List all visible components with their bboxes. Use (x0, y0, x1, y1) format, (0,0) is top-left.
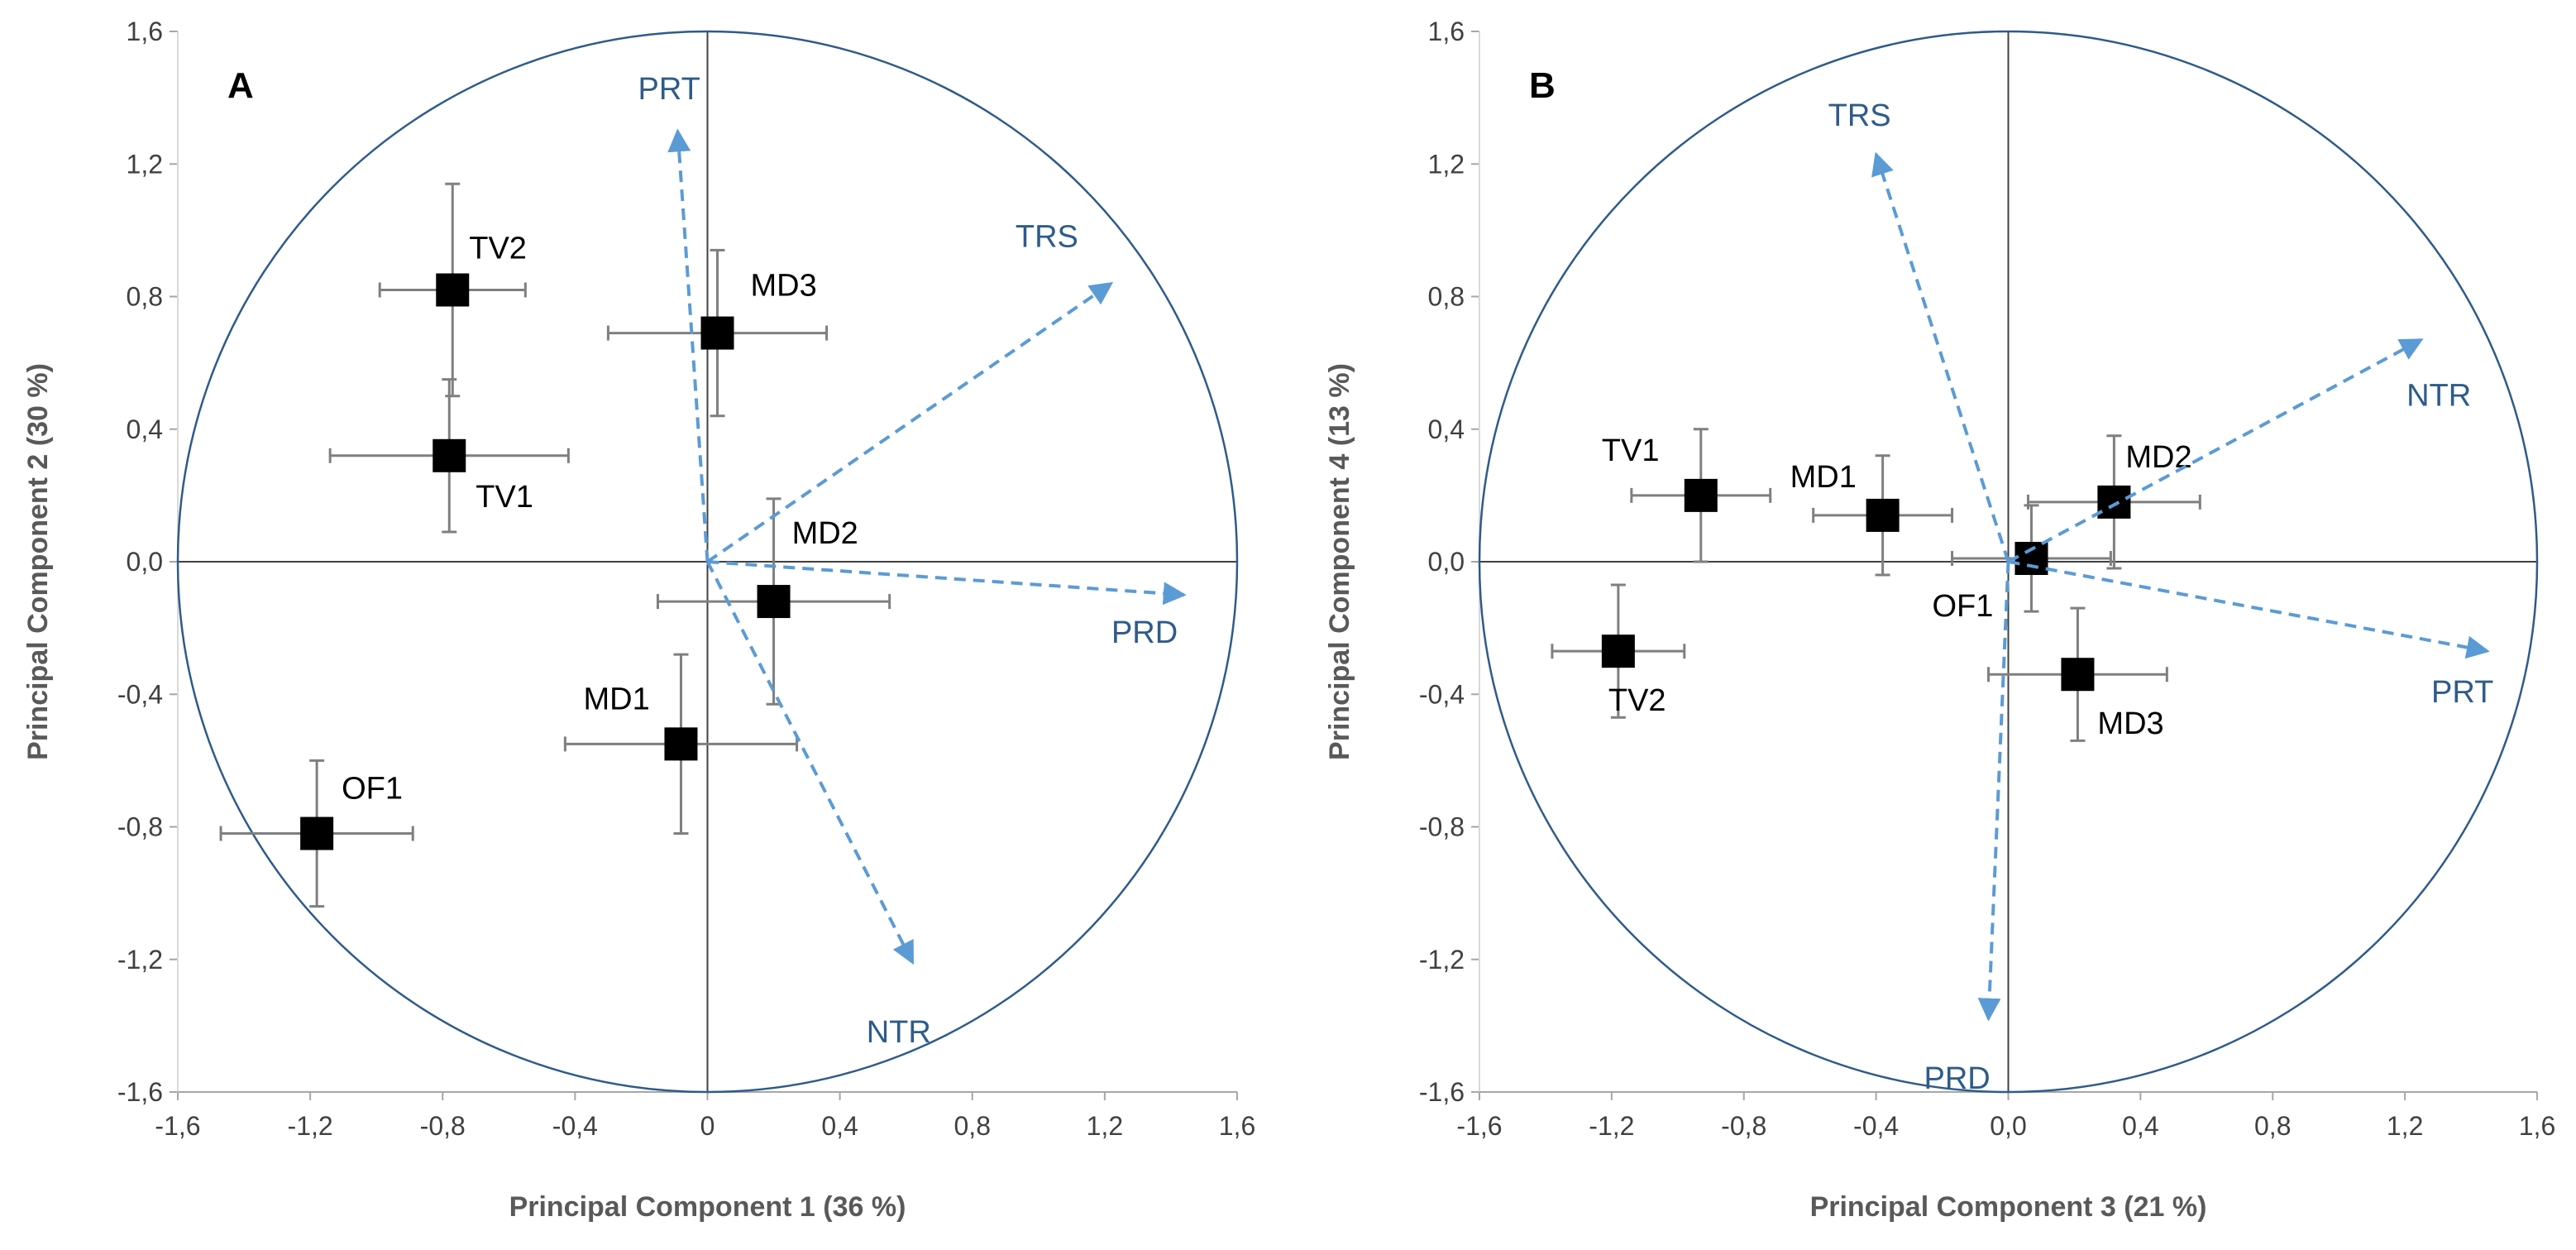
loading-vector-label: NTR (2406, 379, 2471, 414)
data-point-marker (2014, 541, 2048, 575)
y-tick-label: 0,4 (127, 414, 163, 444)
x-tick-label: -0,4 (552, 1111, 598, 1141)
y-tick-label: -1,6 (117, 1077, 163, 1107)
x-axis-title: Principal Component 1 (36 %) (509, 1191, 906, 1223)
data-point-marker (436, 273, 470, 307)
data-point-marker (1684, 478, 1718, 512)
data-point-label: TV2 (1608, 683, 1666, 718)
data-point-label: TV1 (1602, 433, 1660, 468)
x-tick-label: -0,4 (1853, 1111, 1899, 1141)
x-tick-label: -0,8 (420, 1111, 466, 1141)
x-tick-label: -0,8 (1721, 1111, 1766, 1141)
y-tick-label: 0,0 (127, 547, 163, 577)
data-point-marker (433, 438, 466, 472)
loading-vector-label: NTR (867, 1015, 931, 1050)
correlation-circle (176, 30, 1239, 1094)
y-axis-title: Principal Component 4 (13 %) (1324, 363, 1355, 760)
x-tick-label: 1,2 (2387, 1111, 2423, 1141)
x-tick-label: -1,2 (288, 1111, 333, 1141)
y-tick-label: -1,2 (117, 945, 163, 975)
loading-vector-arrow (667, 128, 710, 563)
data-point-label: MD3 (751, 269, 817, 304)
x-tick-label: -1,6 (155, 1111, 200, 1141)
data-point-marker (1866, 498, 1900, 532)
y-tick-label: 1,2 (127, 149, 163, 179)
y-tick-label: 0,8 (1428, 282, 1465, 312)
y-tick-label: -0,8 (1419, 812, 1465, 842)
data-point-marker (664, 727, 698, 761)
data-point-label: MD2 (792, 516, 858, 551)
y-tick-label: -0,4 (1419, 679, 1465, 709)
loading-vector-arrow (706, 281, 1114, 563)
y-tick-label: -1,6 (1419, 1077, 1465, 1107)
y-tick-label: 1,6 (1428, 17, 1465, 46)
data-point-marker (757, 585, 791, 619)
data-point-label: OF1 (1932, 589, 1993, 624)
x-tick-label: -1,6 (1456, 1111, 1502, 1141)
x-tick-label: 0,4 (821, 1111, 858, 1141)
data-point-label: TV1 (476, 480, 533, 515)
loading-vector-label: TRS (1016, 219, 1078, 254)
y-tick-label: 0,4 (1428, 414, 1465, 444)
loading-vector-label: PRD (1924, 1061, 1991, 1096)
data-point-marker (700, 316, 734, 350)
loading-vector-arrow (2008, 560, 2490, 659)
y-tick-label: -1,2 (1419, 945, 1465, 975)
data-point-label: MD1 (1790, 460, 1857, 495)
y-tick-label: -0,8 (117, 812, 163, 842)
loading-vector-arrow (1977, 561, 2010, 1022)
y-tick-label: 0,8 (127, 282, 163, 312)
x-tick-label: 0,0 (1990, 1111, 2026, 1141)
x-tick-label: 1,6 (2519, 1111, 2555, 1141)
loading-vector-arrow (2007, 338, 2424, 563)
loading-vector-label: PRD (1111, 615, 1178, 650)
data-point-marker (2097, 485, 2131, 519)
x-tick-label: 1,2 (1087, 1111, 1123, 1141)
loading-vector-label: PRT (2431, 675, 2493, 710)
loading-vector-arrow (1871, 151, 2010, 563)
loading-vector-label: PRT (638, 72, 700, 107)
correlation-circle (1478, 30, 2539, 1094)
panel-letter: A (227, 65, 254, 106)
x-tick-label: -1,2 (1589, 1111, 1634, 1141)
y-axis-title: Principal Component 2 (30 %) (22, 363, 54, 760)
y-tick-label: -0,4 (117, 679, 163, 709)
data-point-label: MD1 (583, 682, 649, 716)
x-axis-title: Principal Component 3 (21 %) (1810, 1191, 2207, 1223)
panel-letter: B (1529, 65, 1556, 106)
y-tick-label: 1,2 (1428, 149, 1465, 179)
data-point-marker (2061, 658, 2095, 692)
x-tick-label: 1,6 (1219, 1111, 1255, 1141)
x-tick-label: 0,8 (954, 1111, 991, 1141)
x-tick-label: 0,4 (2122, 1111, 2158, 1141)
loading-vector-arrow (705, 561, 915, 965)
data-point-label: TV2 (469, 231, 527, 266)
data-point-marker (300, 817, 334, 850)
loading-vector-label: TRS (1828, 98, 1891, 133)
x-tick-label: 0,8 (2254, 1111, 2291, 1141)
y-tick-label: 0,0 (1428, 547, 1465, 577)
data-point-marker (1601, 635, 1635, 668)
x-tick-label: 0 (700, 1111, 715, 1141)
panel-a: -1,6 -1,2 -0,8 -0,4 0 0,4 0,8 1,2 1,6 1,6 1,2 0,8 0,… (22, 17, 1255, 1223)
panel-b: -1,6 -1,2 -0,8 -0,4 0,0 0,4 0,8 1,2 1,6 1,6 1,2 0,8… (1324, 17, 2555, 1223)
y-tick-label: 1,6 (127, 17, 163, 46)
data-point-label: OF1 (342, 772, 403, 807)
data-point-label: MD3 (2097, 706, 2163, 741)
loading-vector-arrow (707, 560, 1187, 606)
